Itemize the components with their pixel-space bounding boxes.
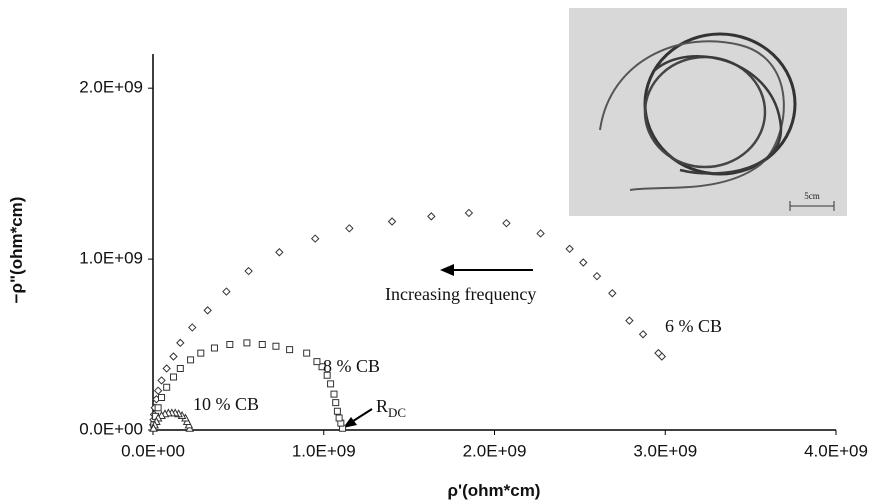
data-point <box>335 414 343 422</box>
data-point <box>169 352 178 361</box>
y-tick-label: 0.0E+00 <box>79 419 143 438</box>
x-tick-label: 0.0E+00 <box>121 441 185 460</box>
data-point <box>163 383 171 391</box>
scale-label: 5cm <box>804 191 820 201</box>
data-point <box>154 404 162 412</box>
data-point <box>536 229 545 238</box>
data-point <box>243 339 251 347</box>
data-point <box>313 358 321 366</box>
data-point <box>608 289 617 298</box>
data-point <box>176 338 185 348</box>
data-point <box>187 356 195 364</box>
x-axis-title: ρ'(ohm*cm) <box>448 481 541 500</box>
y-tick-label: 2.0E+09 <box>79 78 143 97</box>
data-point <box>303 349 311 357</box>
data-point <box>565 244 574 254</box>
y-tick-label: 1.0E+09 <box>79 249 143 268</box>
x-tick-label: 1.0E+09 <box>292 441 356 460</box>
data-point <box>222 287 231 296</box>
data-point <box>210 344 218 352</box>
data-point <box>286 346 294 354</box>
x-tick-label: 3.0E+09 <box>633 441 697 460</box>
rdc-main: R <box>376 396 388 416</box>
data-point <box>427 212 436 221</box>
series-label: 8 % CB <box>323 356 380 376</box>
x-tick-label: 4.0E+09 <box>804 441 868 460</box>
data-point <box>275 248 284 257</box>
data-point <box>226 341 234 349</box>
data-point <box>272 342 280 350</box>
data-point <box>625 316 634 325</box>
data-point <box>258 341 266 349</box>
data-point <box>244 266 253 276</box>
data-point <box>327 380 335 388</box>
data-point <box>332 399 340 407</box>
data-point <box>157 376 166 385</box>
data-point <box>318 363 326 371</box>
photo-wire <box>599 40 785 191</box>
data-point <box>153 386 163 395</box>
rdc-sub: DC <box>388 405 406 420</box>
inset-photo: 5cm <box>569 8 847 216</box>
data-point <box>592 271 602 281</box>
data-point <box>162 364 171 373</box>
data-point <box>502 218 511 228</box>
data-point <box>387 217 397 226</box>
series-label: 10 % CB <box>193 394 259 414</box>
rdc-arrow-head <box>343 417 357 428</box>
photo-background <box>569 8 847 216</box>
series-label: 6 % CB <box>665 316 722 336</box>
y-axis-title: −ρ"(ohm*cm) <box>7 197 26 304</box>
data-point <box>654 348 663 358</box>
data-point <box>203 306 212 315</box>
data-point <box>330 390 338 398</box>
data-point <box>169 373 177 381</box>
frequency-label: Increasing frequency <box>385 284 536 304</box>
data-point <box>176 364 184 372</box>
data-point <box>158 394 166 402</box>
data-point <box>311 234 320 243</box>
data-point <box>188 323 197 332</box>
data-point <box>464 208 474 218</box>
data-point <box>197 349 205 357</box>
data-point <box>149 423 158 432</box>
frequency-arrow-head <box>440 264 454 276</box>
photo-wire <box>654 55 783 175</box>
rdc-label: RDC <box>376 396 406 420</box>
data-point <box>323 371 331 379</box>
data-point <box>345 224 354 233</box>
data-point <box>579 258 588 267</box>
data-point <box>638 330 648 339</box>
data-point <box>333 407 341 415</box>
x-tick-label: 2.0E+09 <box>463 441 527 460</box>
